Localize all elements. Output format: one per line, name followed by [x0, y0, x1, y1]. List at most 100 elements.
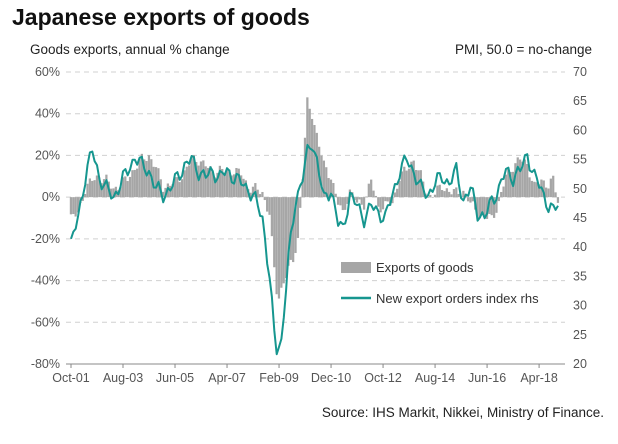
x-tick-label: Dec-10 — [311, 371, 351, 385]
y-left-tick-label: -60% — [31, 315, 60, 329]
bar — [552, 175, 555, 198]
bar — [346, 197, 349, 204]
y-right-tick-label: 30 — [573, 299, 587, 313]
bar — [95, 175, 99, 198]
bar — [204, 166, 207, 198]
bar — [199, 161, 203, 198]
bar — [381, 197, 385, 210]
y-left-tick-label: 0% — [42, 190, 60, 204]
bar — [537, 184, 541, 198]
bar — [495, 197, 498, 213]
bar — [76, 197, 80, 213]
bar — [370, 179, 373, 198]
bar — [275, 197, 278, 295]
bar — [232, 174, 236, 198]
bar — [188, 165, 191, 198]
bar — [360, 197, 363, 205]
bar — [202, 160, 205, 198]
bar — [384, 197, 387, 202]
x-tick-label: Feb-09 — [259, 371, 299, 385]
bar — [216, 172, 219, 198]
bar — [93, 180, 96, 198]
bar — [507, 169, 510, 198]
bar — [483, 197, 486, 219]
bar — [500, 191, 503, 198]
bar — [405, 170, 408, 198]
bar — [462, 190, 465, 198]
bar — [225, 170, 229, 198]
bar — [516, 157, 519, 198]
bar — [377, 197, 380, 207]
bar — [374, 195, 378, 198]
bar — [190, 157, 193, 198]
y-right-tick-label: 65 — [573, 94, 587, 108]
y-left-tick-label: -20% — [31, 232, 60, 246]
bar — [322, 160, 326, 198]
bar — [91, 180, 94, 198]
bar — [429, 194, 432, 198]
bar — [197, 165, 200, 198]
bar — [277, 197, 281, 299]
bar — [450, 194, 453, 198]
bar — [128, 176, 132, 198]
x-tick-label: Jun-05 — [156, 371, 194, 385]
bar — [443, 191, 446, 198]
bar — [398, 181, 401, 198]
bar — [329, 179, 333, 198]
bar — [344, 197, 347, 210]
x-tick-label: Aug-03 — [103, 371, 143, 385]
bar — [81, 197, 84, 201]
source-note: Source: IHS Markit, Nikkei, Ministry of … — [321, 405, 604, 420]
bar — [237, 168, 240, 198]
y-right-tick-label: 70 — [573, 65, 587, 79]
bar — [448, 191, 451, 198]
bar — [287, 197, 290, 266]
bar — [400, 171, 404, 198]
bar — [407, 168, 411, 198]
bar — [452, 189, 456, 198]
bar — [112, 188, 115, 198]
bar — [327, 178, 330, 198]
y-left-tick-label: -40% — [31, 274, 60, 288]
bar — [221, 168, 224, 198]
bar — [273, 197, 276, 268]
bar — [74, 197, 77, 217]
bar — [195, 162, 198, 198]
bar — [268, 197, 271, 215]
bar — [173, 177, 177, 198]
x-tick-label: Aug-14 — [415, 371, 455, 385]
y-left-tick-label: 40% — [35, 107, 60, 121]
bar — [209, 166, 212, 198]
y-left-tick-label: -80% — [31, 357, 60, 371]
bar — [185, 166, 188, 198]
bar — [445, 188, 448, 198]
y-right-tick-label: 45 — [573, 211, 587, 225]
bar — [455, 187, 458, 198]
bar — [98, 177, 101, 198]
bar — [206, 167, 210, 198]
bar — [178, 182, 181, 198]
export-orders-line — [70, 143, 559, 356]
bar — [145, 161, 148, 198]
bar — [403, 166, 406, 198]
bar — [102, 179, 106, 198]
bar — [136, 168, 139, 198]
bar — [313, 125, 316, 198]
bar — [235, 167, 238, 198]
bar — [242, 178, 245, 198]
bar — [124, 176, 127, 198]
bar — [396, 188, 399, 198]
bar — [270, 197, 274, 237]
exports-bars — [69, 97, 560, 299]
right-y-axis: 70 65 60 55 50 45 40 35 30 25 20 — [573, 65, 587, 371]
bar — [143, 159, 146, 198]
bar — [72, 197, 75, 214]
bar — [547, 188, 550, 198]
bar — [138, 159, 141, 198]
bar — [469, 197, 472, 203]
bar — [379, 197, 382, 213]
x-tick-label: Oct-12 — [364, 371, 402, 385]
bar — [393, 192, 396, 198]
bar — [535, 182, 538, 198]
bar — [154, 167, 158, 198]
